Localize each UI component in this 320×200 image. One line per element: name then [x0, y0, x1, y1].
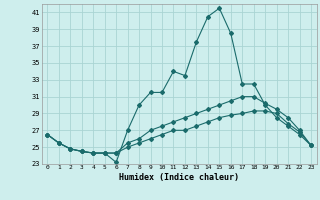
X-axis label: Humidex (Indice chaleur): Humidex (Indice chaleur) [119, 173, 239, 182]
